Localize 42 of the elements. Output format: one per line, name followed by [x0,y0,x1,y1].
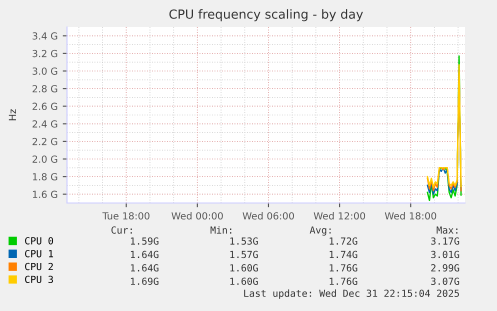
x-tick-label: Tue 18:00 [102,212,150,220]
text: 1.60G [230,264,258,272]
y-tick-label: 3.0 G [32,67,58,75]
legend-label: CPU 1 [25,250,54,258]
text: Last update: Wed Dec 31 22:15:04 2025 [244,289,459,299]
text: 3.07G [431,278,460,285]
text: 1.59G [130,237,158,245]
x-tick-label: Wed 06:00 [242,212,294,220]
text: 1.69G [130,278,158,285]
text: 2.99G [431,264,460,272]
y-tick-label: 2.6 G [32,102,58,110]
legend-label: CPU 3 [25,276,53,284]
text: Max: [436,226,458,234]
text: 1.57G [230,250,258,258]
chart-title: CPU frequency scaling - by day [169,9,363,22]
text: 1.76G [330,264,358,272]
x-tick-label: Wed 12:00 [314,212,366,220]
legend-label: CPU 2 [25,262,53,270]
text: 1.64G [130,250,158,258]
text: 3.17G [431,237,460,245]
y-tick-label: 2.8 G [32,85,58,92]
text: 1.60G [230,278,258,285]
y-tick-label: 2.0 G [32,155,58,163]
y-tick-label: 3.2 G [32,50,58,58]
x-tick-label: Wed 18:00 [384,212,436,220]
y-tick-label: 2.4 G [32,120,58,128]
text: 1.76G [330,278,358,285]
text: 3.01G [431,250,460,258]
y-tick-label: 1.6 G [32,190,58,198]
text: 1.64G [130,264,158,272]
legend-label: CPU 0 [25,237,54,244]
text: Cur: [111,226,132,234]
x-tick-label: Wed 00:00 [172,212,223,220]
text: Min: [210,226,232,234]
text: 1.72G [330,237,358,245]
y-tick-label: 1.8 G [32,173,58,180]
y-axis-title: Hz [8,109,16,120]
y-tick-label: 3.4 G [32,32,58,40]
text: Avg: [310,226,331,236]
y-tick-label: 2.2 G [32,138,58,146]
text: 1.53G [230,237,258,245]
text: 1.74G [330,250,358,258]
